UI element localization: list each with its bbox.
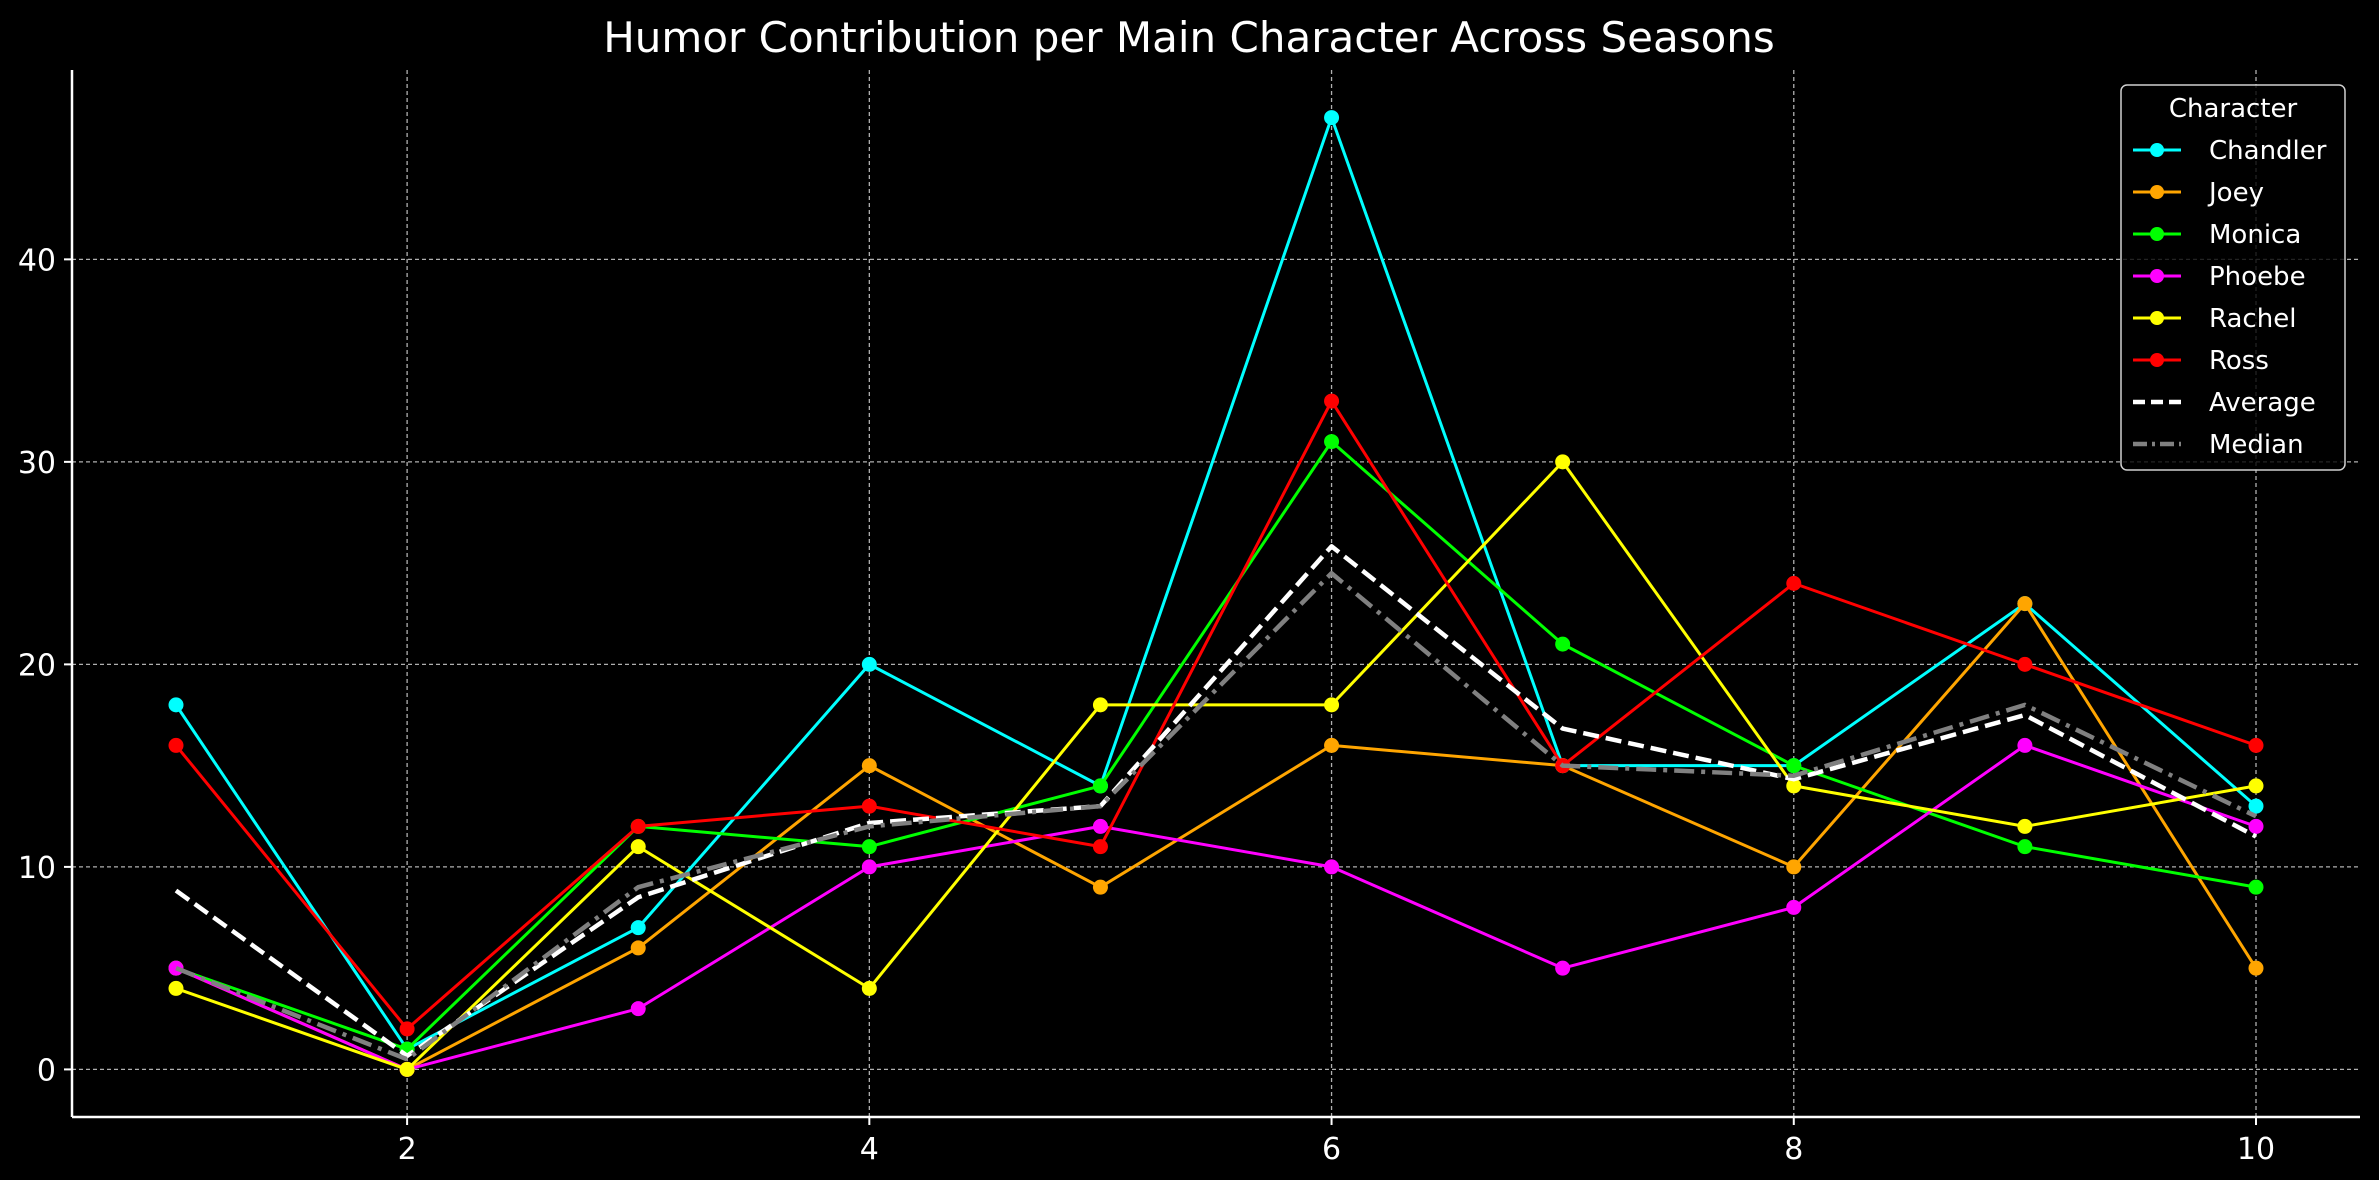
legend-label-average: Average: [2209, 388, 2316, 418]
data-point-rachel: [2017, 818, 2033, 834]
data-point-chandler: [168, 697, 184, 713]
data-point-rachel: [1786, 778, 1802, 794]
data-point-monica: [2248, 879, 2264, 895]
data-point-chandler: [630, 920, 646, 936]
legend: Character Chandler Joey Monica Phoebe Rachel R…: [2120, 84, 2346, 471]
legend-label-chandler: Chandler: [2209, 136, 2327, 166]
data-point-monica: [1092, 778, 1108, 794]
data-point-monica: [1786, 758, 1802, 774]
data-point-joey: [630, 940, 646, 956]
legend-marker-phoebe: [2150, 269, 2164, 283]
data-point-phoebe: [861, 859, 877, 875]
y-tick-label: 0: [37, 1053, 56, 1088]
legend-marker-chandler: [2150, 143, 2164, 157]
data-point-phoebe: [2248, 818, 2264, 834]
legend-marker-rachel: [2150, 311, 2164, 325]
legend-box: [2120, 84, 2346, 471]
series-line-phoebe: [175, 743, 2257, 1071]
data-point-joey: [2017, 596, 2033, 612]
data-point-ross: [1092, 839, 1108, 855]
data-point-rachel: [168, 980, 184, 996]
data-point-joey: [861, 758, 877, 774]
data-point-ross: [630, 818, 646, 834]
data-point-rachel: [2248, 778, 2264, 794]
legend-marker-monica: [2150, 227, 2164, 241]
series-line-ross: [174, 399, 2257, 1031]
x-tick-label: 4: [860, 1132, 879, 1167]
axes: [64, 70, 2360, 1125]
series-line-median: [175, 570, 2257, 1062]
data-point-phoebe: [630, 1001, 646, 1017]
data-point-rachel: [861, 980, 877, 996]
legend-label-joey: Joey: [2207, 178, 2264, 208]
data-point-monica: [1324, 434, 1340, 450]
y-tick-label: 40: [18, 243, 56, 278]
data-point-joey: [2248, 960, 2264, 976]
data-point-ross: [168, 737, 184, 753]
x-tick-label: 6: [1322, 1132, 1341, 1167]
data-point-joey: [1092, 879, 1108, 895]
data-point-chandler: [861, 656, 877, 672]
chart-title: Humor Contribution per Main Character Ac…: [603, 13, 1775, 62]
data-point-rachel: [399, 1061, 415, 1077]
data-point-phoebe: [1555, 960, 1571, 976]
legend-label-rachel: Rachel: [2209, 304, 2296, 334]
tick-labels: 2 4 6 8 10 0 10 20 30 40: [18, 243, 2275, 1167]
data-point-rachel: [1555, 454, 1571, 470]
y-tick-label: 20: [18, 648, 56, 683]
legend-title: Character: [2169, 94, 2298, 124]
legend-marker-joey: [2150, 185, 2164, 199]
x-tick-label: 10: [2237, 1132, 2275, 1167]
data-point-ross: [399, 1021, 415, 1037]
data-point-ross: [2248, 737, 2264, 753]
legend-label-median: Median: [2209, 430, 2304, 460]
data-point-joey: [1786, 859, 1802, 875]
series-line-rachel: [175, 460, 2257, 1071]
data-point-ross: [2017, 656, 2033, 672]
data-point-phoebe: [1786, 899, 1802, 915]
x-tick-label: 2: [398, 1132, 417, 1167]
data-point-phoebe: [1324, 859, 1340, 875]
legend-label-phoebe: Phoebe: [2209, 262, 2306, 292]
series-line-joey: [175, 602, 2258, 1071]
data-point-phoebe: [2017, 737, 2033, 753]
legend-label-monica: Monica: [2209, 220, 2301, 250]
data-point-monica: [861, 839, 877, 855]
y-tick-label: 30: [18, 446, 56, 481]
data-point-rachel: [1324, 697, 1340, 713]
series-lines: [168, 110, 2264, 1077]
data-point-monica: [2017, 839, 2033, 855]
legend-marker-ross: [2150, 353, 2164, 367]
data-point-rachel: [1092, 697, 1108, 713]
data-point-joey: [1324, 737, 1340, 753]
data-point-ross: [1786, 575, 1802, 591]
grid: [72, 70, 2360, 1117]
series-line-chandler: [174, 116, 2257, 1051]
data-point-chandler: [2248, 798, 2264, 814]
data-point-phoebe: [1092, 818, 1108, 834]
data-point-chandler: [1324, 110, 1340, 126]
data-point-rachel: [630, 839, 646, 855]
data-point-ross: [1324, 393, 1340, 409]
y-tick-label: 10: [18, 851, 56, 886]
series-line-average: [174, 544, 2258, 1059]
data-point-ross: [861, 798, 877, 814]
x-tick-label: 8: [1784, 1132, 1803, 1167]
data-point-monica: [1555, 636, 1571, 652]
legend-label-ross: Ross: [2209, 346, 2269, 376]
